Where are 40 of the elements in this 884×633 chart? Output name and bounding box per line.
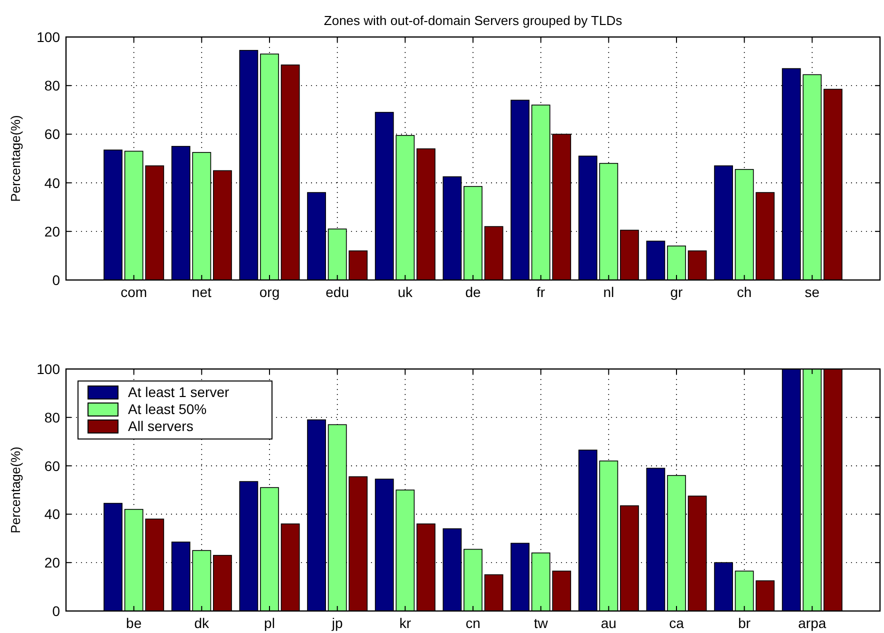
x-tick-label: ch (736, 284, 752, 300)
chart-title: Zones with out-of-domain Servers grouped by TLDs (324, 13, 623, 28)
x-tick-label: com (120, 284, 148, 300)
x-tick-label: au (600, 615, 616, 631)
x-tick-label: uk (398, 284, 414, 300)
x-tick-label: kr (399, 615, 412, 631)
x-tick-label: cn (466, 615, 480, 631)
x-tick-label: net (192, 284, 212, 300)
y-tick-label: 60 (44, 458, 60, 474)
x-tick-label: arpa (798, 615, 826, 631)
x-tick-label: edu (326, 284, 350, 300)
x-tick-label: jp (330, 615, 343, 631)
legend-label: At least 1 server (128, 384, 230, 400)
x-tick-label: se (804, 284, 820, 300)
y-axis-title: Percentage(%) (8, 446, 23, 534)
x-tick-label: dk (194, 615, 210, 631)
x-tick-label: tw (534, 615, 549, 631)
x-tick-label: fr (536, 284, 546, 300)
y-tick-label: 40 (44, 174, 60, 191)
y-tick-label: 40 (44, 506, 60, 522)
x-tick-label: be (126, 615, 142, 631)
y-tick-label: 60 (44, 126, 60, 142)
x-tick-label: ca (669, 615, 684, 631)
y-tick-label: 0 (52, 603, 60, 619)
x-tick-label: br (738, 615, 751, 631)
legend-label: At least 50% (128, 401, 207, 417)
y-axis-title: Percentage(%) (8, 115, 23, 202)
y-tick-label: 80 (44, 409, 60, 426)
y-tick-label: 100 (36, 29, 60, 45)
x-tick-label: gr (670, 284, 684, 300)
x-tick-label: nl (603, 284, 614, 300)
x-tick-label: pl (264, 615, 275, 631)
y-tick-label: 0 (52, 272, 60, 288)
y-tick-label: 20 (44, 554, 60, 571)
y-tick-label: 80 (44, 78, 60, 94)
x-tick-label: org (259, 284, 280, 300)
x-tick-label: de (465, 284, 481, 300)
legend-label: All servers (128, 418, 194, 434)
y-tick-label: 100 (36, 361, 60, 377)
y-tick-label: 20 (44, 223, 60, 240)
